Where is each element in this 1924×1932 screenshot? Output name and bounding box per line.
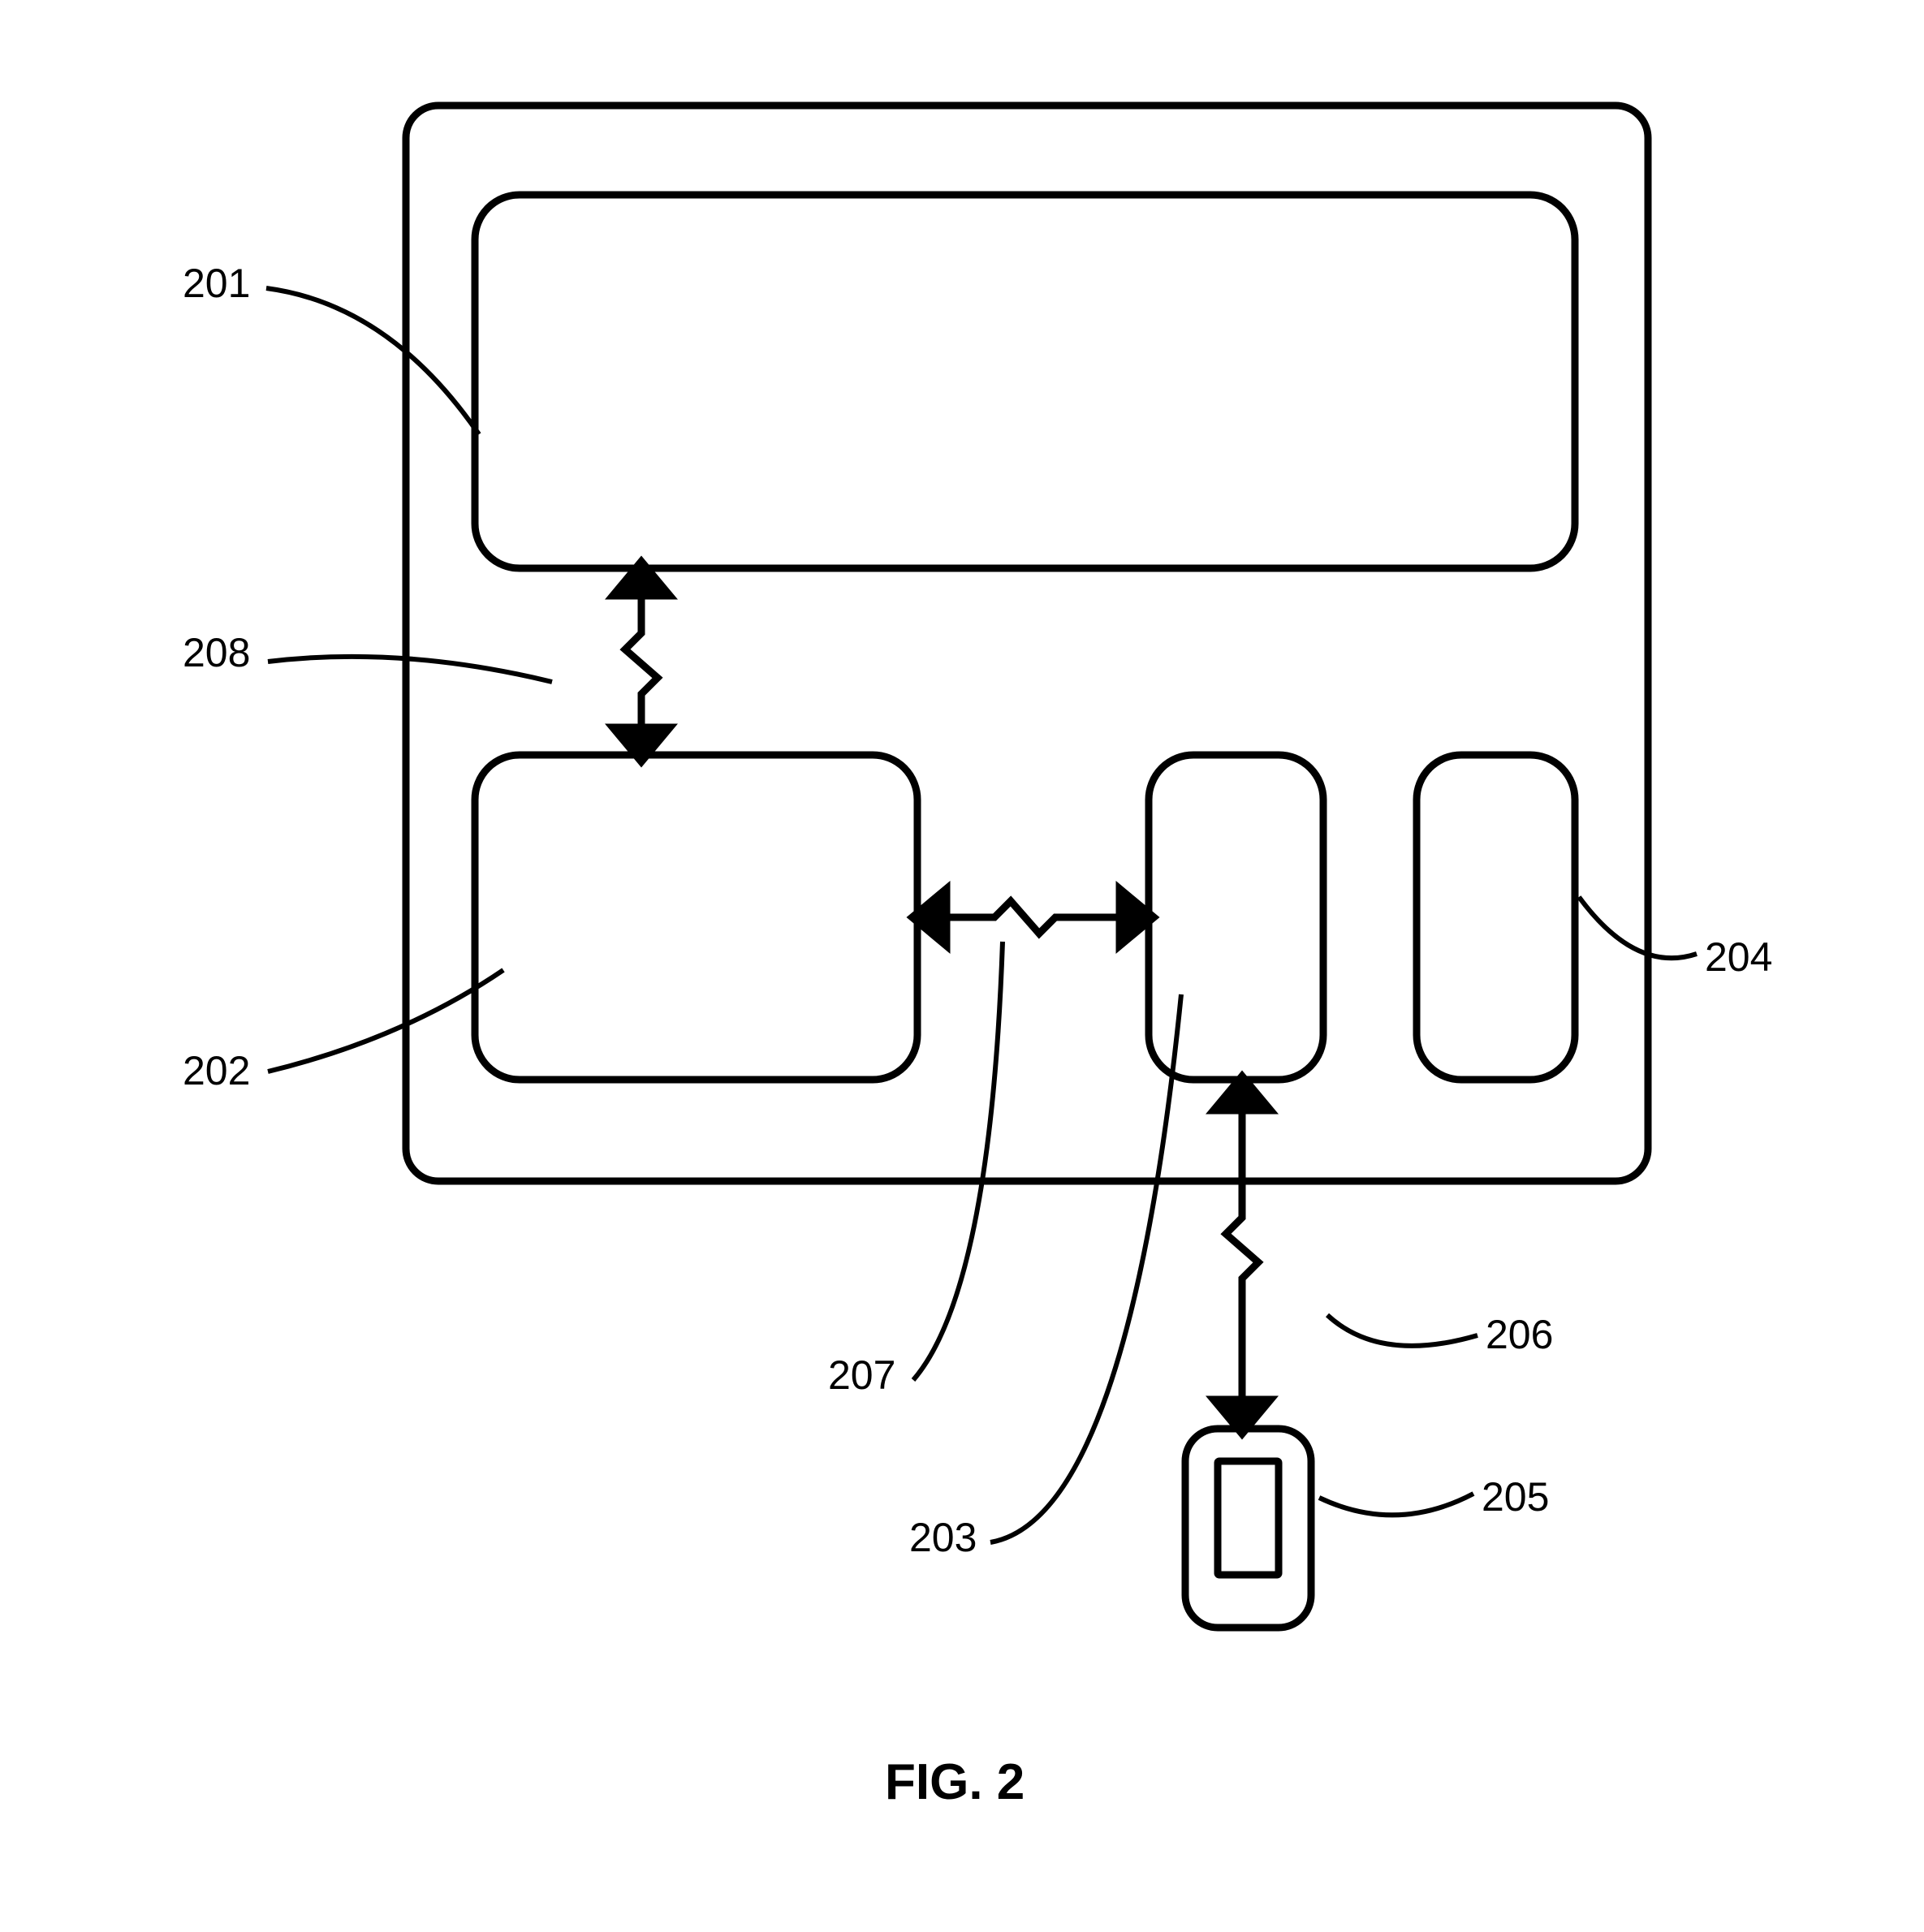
leader-203 <box>990 994 1181 1542</box>
label-204: 204 <box>1705 934 1772 981</box>
device-205-inner <box>1218 1461 1279 1575</box>
leader-205 <box>1319 1494 1473 1515</box>
leader-206 <box>1327 1315 1478 1346</box>
label-203: 203 <box>909 1514 977 1561</box>
label-206: 206 <box>1486 1311 1553 1358</box>
label-207: 207 <box>828 1352 895 1399</box>
label-208: 208 <box>183 629 250 676</box>
label-201: 201 <box>183 260 250 307</box>
leader-208 <box>268 657 552 682</box>
leader-207 <box>913 942 1003 1380</box>
leader-202 <box>268 970 503 1072</box>
diagram-svg <box>0 0 1924 1932</box>
connection-206 <box>1226 1096 1258 1414</box>
leader-204 <box>1579 897 1697 958</box>
leader-201 <box>266 288 479 434</box>
outer-box <box>406 106 1648 1181</box>
connection-207 <box>932 901 1134 934</box>
diagram-container: 201 208 202 207 203 204 206 205 FIG. 2 <box>0 0 1924 1932</box>
label-202: 202 <box>183 1047 250 1094</box>
box-204 <box>1417 755 1575 1080</box>
label-205: 205 <box>1482 1473 1549 1520</box>
connection-208 <box>625 581 658 742</box>
figure-caption: FIG. 2 <box>885 1753 1025 1811</box>
box-201 <box>475 195 1575 568</box>
box-202 <box>475 755 917 1080</box>
